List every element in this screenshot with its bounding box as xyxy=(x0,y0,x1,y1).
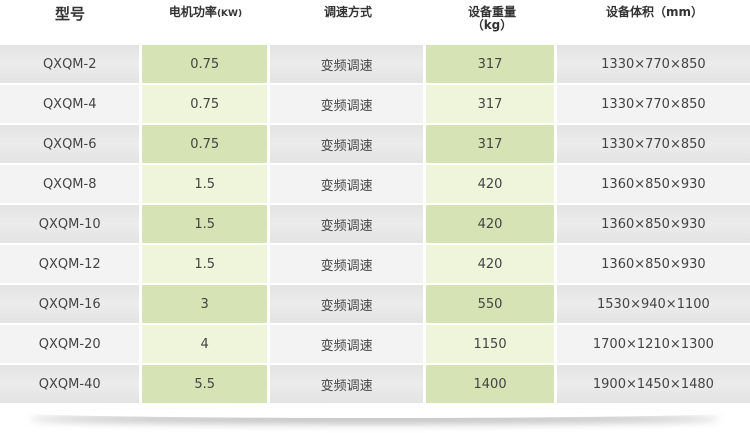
header-volume-label: 设备体积（mm） xyxy=(605,5,703,19)
cell-weight: 1150 xyxy=(426,325,554,363)
cell-volume: 1900×1450×1480 xyxy=(556,365,750,403)
cell-weight: 317 xyxy=(426,125,554,163)
cell-model: QXQM-8 xyxy=(0,165,140,203)
header-speed-label: 调速方式 xyxy=(323,5,372,19)
cell-speed: 变频调速 xyxy=(269,245,424,283)
cell-volume: 1360×850×930 xyxy=(556,165,750,203)
table-row: QXQM-10 1.5 变频调速 420 1360×850×930 xyxy=(0,205,750,243)
header-speed: 调速方式 xyxy=(271,0,425,44)
header-weight: 设备重量 （kg） xyxy=(428,0,556,44)
cell-model: QXQM-40 xyxy=(0,365,140,403)
table-row: QXQM-20 4 变频调速 1150 1700×1210×1300 xyxy=(0,325,750,363)
cell-model: QXQM-4 xyxy=(0,85,140,123)
cell-power: 1.5 xyxy=(142,245,267,283)
cell-power: 1.5 xyxy=(142,205,267,243)
cell-speed: 变频调速 xyxy=(269,45,424,83)
header-power-label: 电机功率(KW) xyxy=(168,5,243,20)
cell-power: 0.75 xyxy=(142,125,267,163)
cell-model: QXQM-20 xyxy=(0,325,140,363)
table-row: QXQM-16 3 变频调速 550 1530×940×1100 xyxy=(0,285,750,323)
cell-weight: 420 xyxy=(426,245,554,283)
header-weight-label: 设备重量 xyxy=(467,5,516,19)
header-model: 型号 xyxy=(0,0,140,44)
cell-speed: 变频调速 xyxy=(269,365,424,403)
cell-volume: 1330×770×850 xyxy=(556,45,750,83)
cell-model: QXQM-2 xyxy=(0,45,140,83)
header-model-label: 型号 xyxy=(54,5,85,23)
cell-volume: 1530×940×1100 xyxy=(556,285,750,323)
cell-speed: 变频调速 xyxy=(269,85,424,123)
cell-power: 0.75 xyxy=(142,85,267,123)
cell-speed: 变频调速 xyxy=(269,285,424,323)
cell-weight: 420 xyxy=(426,165,554,203)
cell-volume: 1700×1210×1300 xyxy=(556,325,750,363)
cell-model: QXQM-12 xyxy=(0,245,140,283)
header-power: 电机功率(KW) xyxy=(143,0,268,44)
cell-speed: 变频调速 xyxy=(269,325,424,363)
header-volume: 设备体积（mm） xyxy=(559,0,750,44)
cell-weight: 420 xyxy=(426,205,554,243)
cell-model: QXQM-10 xyxy=(0,205,140,243)
cell-speed: 变频调速 xyxy=(269,165,424,203)
cell-speed: 变频调速 xyxy=(269,125,424,163)
cell-volume: 1330×770×850 xyxy=(556,85,750,123)
cell-power: 3 xyxy=(142,285,267,323)
cell-speed: 变频调速 xyxy=(269,205,424,243)
cell-volume: 1360×850×930 xyxy=(556,245,750,283)
table-shadow xyxy=(30,408,720,418)
cell-weight: 550 xyxy=(426,285,554,323)
table-row: QXQM-4 0.75 变频调速 317 1330×770×850 xyxy=(0,85,750,123)
cell-volume: 1360×850×930 xyxy=(556,205,750,243)
cell-power: 5.5 xyxy=(142,365,267,403)
table-row: QXQM-8 1.5 变频调速 420 1360×850×930 xyxy=(0,165,750,203)
cell-weight: 1400 xyxy=(426,365,554,403)
header-weight-unit: （kg） xyxy=(471,18,513,32)
table-row: QXQM-40 5.5 变频调速 1400 1900×1450×1480 xyxy=(0,365,750,403)
table-row: QXQM-6 0.75 变频调速 317 1330×770×850 xyxy=(0,125,750,163)
cell-power: 0.75 xyxy=(142,45,267,83)
table-row: QXQM-2 0.75 变频调速 317 1330×770×850 xyxy=(0,45,750,83)
cell-volume: 1330×770×850 xyxy=(556,125,750,163)
cell-model: QXQM-16 xyxy=(0,285,140,323)
table-row: QXQM-12 1.5 变频调速 420 1360×850×930 xyxy=(0,245,750,283)
cell-weight: 317 xyxy=(426,45,554,83)
cell-power: 4 xyxy=(142,325,267,363)
cell-weight: 317 xyxy=(426,85,554,123)
spec-table: QXQM-2 0.75 变频调速 317 1330×770×850 QXQM-4 0.75 变… xyxy=(0,45,750,405)
cell-power: 1.5 xyxy=(142,165,267,203)
cell-model: QXQM-6 xyxy=(0,125,140,163)
